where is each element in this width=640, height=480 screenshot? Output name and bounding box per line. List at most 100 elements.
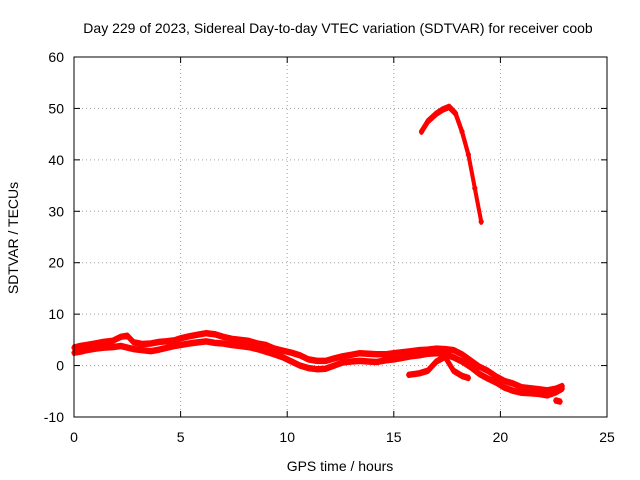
chart-title: Day 229 of 2023, Sidereal Day-to-day VTE… [83, 20, 593, 36]
plot-frame [73, 56, 608, 418]
data-point [340, 359, 346, 366]
data-point [418, 129, 425, 135]
data-point [433, 350, 439, 356]
data-point [84, 347, 90, 353]
data-point [340, 353, 346, 359]
series-end-tail [553, 397, 563, 405]
data-point [171, 337, 177, 343]
data-point [254, 346, 260, 352]
data-point [139, 347, 145, 353]
data-point [186, 340, 192, 347]
y-tick-label: 0 [56, 358, 64, 374]
data-point [374, 351, 380, 357]
data-point [478, 219, 484, 225]
data-point [220, 334, 226, 340]
data-point [163, 345, 169, 351]
data-point [450, 368, 457, 374]
data-point [459, 373, 465, 379]
data-point [271, 351, 277, 357]
data-point [485, 368, 491, 374]
data-point [331, 355, 337, 361]
x-tick-label: 0 [70, 429, 78, 445]
data-point [519, 390, 525, 396]
data-point [195, 339, 201, 345]
data-point [212, 340, 218, 346]
data-point [77, 343, 83, 349]
x-axis-label: GPS time / hours [287, 458, 394, 474]
x-tick-label: 10 [279, 429, 295, 445]
data-point [357, 358, 363, 364]
y-tick-label: 30 [48, 203, 64, 219]
y-tick-label: 20 [48, 255, 64, 271]
data-point [77, 349, 83, 355]
data-point [357, 350, 363, 356]
data-point [365, 358, 371, 365]
data-point [459, 358, 465, 365]
data-point [510, 381, 516, 387]
data-point [109, 344, 115, 350]
series-peak-curve [418, 103, 484, 225]
data-point [472, 185, 478, 191]
data-point [203, 338, 209, 344]
data-point [459, 129, 465, 135]
data-point [544, 392, 550, 398]
data-point [382, 351, 388, 357]
data-point [220, 340, 226, 347]
data-point [124, 345, 130, 351]
data-point [433, 358, 439, 365]
x-tick-label: 20 [493, 429, 509, 445]
data-point [178, 342, 184, 348]
data-point [365, 351, 371, 357]
data-point [519, 384, 525, 390]
data-point [212, 331, 218, 337]
data-point [450, 347, 457, 353]
data-point [465, 375, 471, 381]
series-group [71, 103, 565, 405]
data-point [416, 352, 422, 358]
data-point [229, 336, 235, 342]
x-tick-label: 15 [386, 429, 402, 445]
data-point [468, 357, 474, 363]
data-point [280, 348, 286, 354]
data-point [305, 356, 312, 362]
data-point [425, 118, 431, 124]
data-point [229, 342, 235, 348]
data-point [203, 330, 209, 336]
data-point [408, 353, 414, 359]
data-point [425, 368, 431, 374]
data-point [297, 352, 303, 358]
series-line [419, 106, 483, 225]
data-point [440, 106, 446, 113]
data-point [288, 358, 295, 365]
data-point [84, 342, 90, 348]
series-band-upper [71, 329, 565, 394]
data-point [416, 347, 422, 353]
data-point [493, 373, 499, 379]
data-point [254, 340, 260, 347]
data-point [148, 340, 154, 347]
data-point [118, 334, 124, 340]
data-point [131, 346, 137, 352]
data-point [391, 356, 397, 362]
data-point [280, 354, 286, 360]
series-low-branch [406, 353, 471, 382]
data-point [399, 355, 405, 361]
data-point [553, 397, 559, 404]
data-point [476, 364, 482, 370]
data-point [459, 351, 465, 357]
ticks: 0 5 10 15 20 25 -10 0 10 20 30 40 50 60 [44, 49, 615, 445]
data-point [118, 343, 124, 349]
data-point [399, 349, 405, 355]
data-point [156, 339, 162, 345]
data-point [288, 350, 295, 356]
y-tick-label: -10 [44, 409, 64, 425]
y-tick-label: 10 [48, 306, 64, 322]
data-point [163, 338, 169, 344]
data-point [237, 343, 243, 349]
data-point [446, 104, 452, 110]
data-point [527, 385, 533, 391]
data-point [476, 371, 482, 377]
y-tick-label: 60 [48, 49, 64, 65]
data-point [453, 111, 459, 117]
